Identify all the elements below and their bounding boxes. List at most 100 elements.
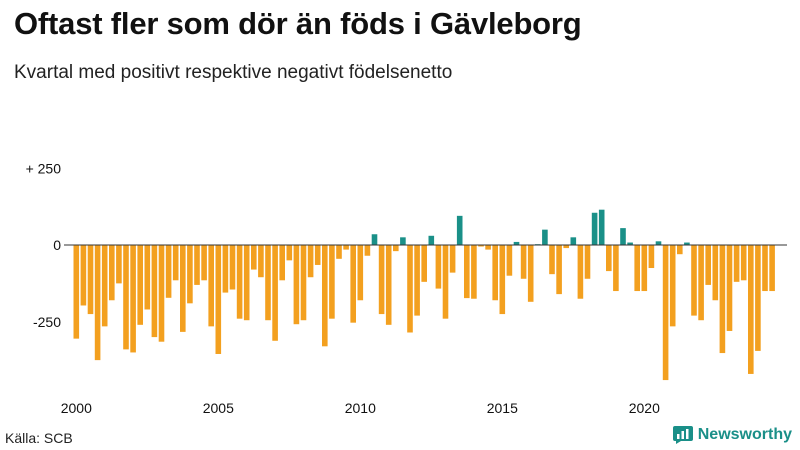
bar-2018Q4 — [606, 245, 612, 272]
bar-2015Q4 — [520, 245, 527, 279]
bar-2020Q1 — [641, 245, 648, 292]
bar-2007Q2 — [279, 245, 285, 281]
bar-2018Q2 — [591, 212, 598, 245]
bar-2020Q2 — [648, 245, 655, 269]
bar-2003Q3 — [172, 245, 179, 281]
bar-2004Q4 — [208, 245, 214, 327]
y-axis: + 250 0 -250 — [26, 160, 62, 329]
bar-2016Q4 — [549, 245, 555, 275]
bar-2014Q3 — [485, 245, 491, 250]
bar-2023Q3 — [740, 245, 747, 281]
y-tick-label: 0 — [53, 237, 61, 253]
bar-2018Q3 — [598, 209, 605, 245]
bar-2021Q1 — [669, 245, 676, 327]
bar-chart-logo-icon — [672, 426, 693, 444]
bar-2020Q3 — [655, 241, 662, 245]
bar-2022Q1 — [698, 245, 704, 321]
bar-2002Q2 — [137, 245, 143, 325]
bar-2017Q3 — [570, 237, 577, 245]
bar-2021Q2 — [677, 245, 683, 255]
bar-2011Q1 — [385, 245, 392, 325]
bar-2000Q3 — [87, 245, 94, 315]
bar-2002Q4 — [151, 245, 158, 338]
bar-2005Q4 — [236, 245, 243, 319]
bar-chart: + 250 0 -250 2000 2005 2010 2015 2020 — [26, 160, 787, 416]
bar-2008Q2 — [307, 245, 314, 278]
bar-2018Q1 — [584, 245, 591, 279]
x-tick-label: 2000 — [61, 400, 92, 416]
y-tick-label: -250 — [33, 314, 61, 330]
bar-2004Q2 — [194, 245, 200, 285]
bar-2024Q3 — [769, 245, 775, 292]
bar-2022Q4 — [719, 245, 726, 354]
bar-2023Q1 — [726, 245, 733, 331]
bar-2010Q1 — [357, 245, 364, 301]
bar-2007Q1 — [272, 245, 278, 341]
bar-2012Q2 — [421, 245, 427, 282]
bar-2002Q3 — [144, 245, 151, 310]
bar-2006Q2 — [251, 245, 257, 270]
bar-2015Q1 — [499, 245, 506, 315]
bar-2021Q3 — [684, 242, 690, 245]
bar-2009Q2 — [336, 245, 342, 259]
bar-2021Q4 — [691, 245, 697, 316]
x-tick-label: 2015 — [487, 400, 518, 416]
bar-2015Q2 — [506, 245, 513, 276]
bar-2008Q4 — [322, 245, 328, 347]
chart-subtitle: Kvartal med positivt respektive negativt… — [14, 62, 453, 83]
bar-2019Q2 — [620, 228, 626, 245]
bar-2001Q4 — [123, 245, 129, 350]
bar-2007Q4 — [293, 245, 300, 325]
bar-2003Q1 — [158, 245, 165, 342]
bar-2000Q2 — [80, 245, 87, 306]
bar-2011Q3 — [400, 237, 406, 245]
x-tick-label: 2010 — [345, 400, 376, 416]
bar-2003Q4 — [180, 245, 186, 332]
bar-2012Q3 — [428, 235, 435, 245]
bar-2000Q1 — [73, 245, 80, 339]
bar-2007Q3 — [286, 245, 293, 261]
bar-2006Q4 — [265, 245, 271, 321]
bar-2019Q4 — [634, 245, 640, 292]
y-tick-label: + 250 — [26, 160, 62, 176]
bar-2012Q1 — [414, 245, 420, 316]
bar-2014Q1 — [471, 245, 477, 299]
source-note: Källa: SCB — [5, 430, 73, 446]
bar-2006Q1 — [243, 245, 250, 321]
bar-2006Q3 — [258, 245, 264, 278]
bar-2000Q4 — [94, 245, 101, 361]
bar-2009Q4 — [350, 245, 356, 323]
bar-2001Q1 — [101, 245, 108, 327]
bar-2010Q2 — [364, 245, 371, 256]
bar-2005Q1 — [215, 245, 222, 354]
bar-2012Q4 — [435, 245, 442, 289]
x-axis: 2000 2005 2010 2015 2020 — [61, 400, 660, 416]
bar-2013Q2 — [449, 245, 456, 273]
bar-2009Q1 — [329, 245, 335, 319]
bar-2003Q2 — [165, 245, 172, 298]
bar-2024Q1 — [755, 245, 761, 351]
bar-2014Q2 — [478, 245, 484, 247]
bar-2008Q1 — [300, 245, 307, 321]
bar-series — [73, 209, 775, 381]
x-tick-label: 2005 — [203, 400, 234, 416]
bar-2024Q2 — [762, 245, 768, 292]
bar-2013Q3 — [456, 215, 463, 245]
bar-2022Q3 — [712, 245, 719, 301]
bar-2019Q1 — [613, 245, 619, 292]
bar-2005Q2 — [222, 245, 229, 293]
bar-2009Q3 — [343, 245, 349, 250]
bar-2004Q3 — [201, 245, 207, 281]
bar-2022Q2 — [705, 245, 711, 285]
x-tick-label: 2020 — [629, 400, 660, 416]
bar-2005Q3 — [229, 245, 236, 290]
bar-2001Q3 — [116, 245, 122, 284]
bar-2002Q1 — [130, 245, 136, 353]
bar-2020Q4 — [662, 245, 669, 381]
chart-title: Oftast fler som dör än föds i Gävleborg — [14, 6, 582, 41]
bar-2017Q1 — [556, 245, 562, 295]
bar-2010Q3 — [371, 234, 378, 245]
bar-2019Q3 — [627, 242, 633, 245]
brand-logo: Newsworthy — [672, 426, 792, 444]
bar-2016Q3 — [542, 229, 548, 245]
